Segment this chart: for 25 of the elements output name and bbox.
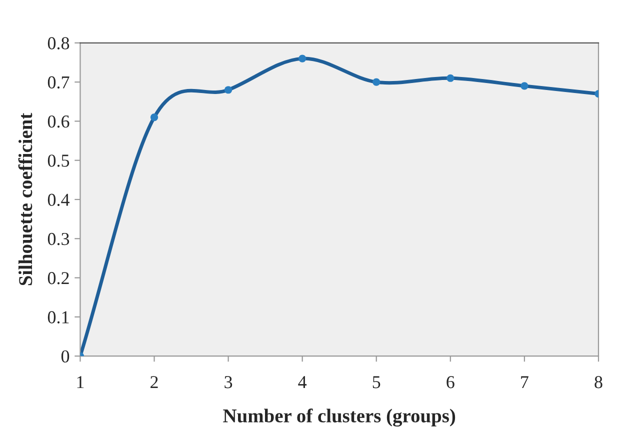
point	[520, 82, 528, 90]
x-tick-label: 7	[521, 376, 528, 388]
point	[298, 54, 306, 62]
point	[150, 113, 158, 122]
x-tick-label: 5	[372, 376, 380, 388]
x-tick-label: 6	[446, 376, 454, 388]
y-tick-label: 0.5	[48, 154, 70, 167]
point	[446, 74, 454, 82]
y-tick-label: 0.3	[48, 232, 70, 246]
x-tick-label: 4	[298, 376, 307, 388]
y-tick-label: 0.2	[48, 272, 69, 284]
y-tick-label: 0.8	[48, 37, 70, 50]
y-axis-title: Silhouette coefficient	[18, 112, 32, 286]
y-tick-label: 0.7	[48, 76, 70, 89]
y-tick-label: 0	[61, 350, 70, 363]
x-tick-label: 1	[77, 376, 84, 388]
y-tick-label: 0.6	[48, 115, 70, 128]
x-tick-label: 2	[150, 376, 158, 388]
x-tick-label: 8	[594, 376, 602, 388]
y-tick-label: 0.4	[48, 194, 70, 206]
point	[372, 78, 380, 86]
x-tick-label: 3	[224, 376, 232, 388]
y-tick-label: 0.1	[48, 311, 69, 324]
point	[224, 86, 232, 94]
x-axis-title: Number of clusters (groups)	[223, 408, 456, 427]
